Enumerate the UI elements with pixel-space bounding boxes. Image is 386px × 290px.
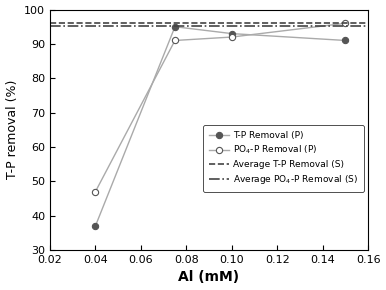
Line: T-P Removal (P): T-P Removal (P) xyxy=(92,23,349,229)
T-P Removal (P) xyxy=(173,25,177,28)
Y-axis label: T-P removal (%): T-P removal (%) xyxy=(5,80,19,180)
T-P Removal (P) xyxy=(343,39,348,42)
X-axis label: Al (mM): Al (mM) xyxy=(178,271,240,284)
PO$_4$-P Removal (P) xyxy=(173,39,177,42)
T-P Removal (P) xyxy=(229,32,234,35)
PO$_4$-P Removal (P) xyxy=(93,190,98,193)
PO$_4$-P Removal (P) xyxy=(229,35,234,39)
PO$_4$-P Removal (P) xyxy=(343,21,348,25)
T-P Removal (P) xyxy=(93,224,98,228)
Line: PO$_4$-P Removal (P): PO$_4$-P Removal (P) xyxy=(92,20,349,195)
Legend: T-P Removal (P), PO$_4$-P Removal (P), Average T-P Removal (S), Average PO$_4$-P: T-P Removal (P), PO$_4$-P Removal (P), A… xyxy=(203,125,364,192)
